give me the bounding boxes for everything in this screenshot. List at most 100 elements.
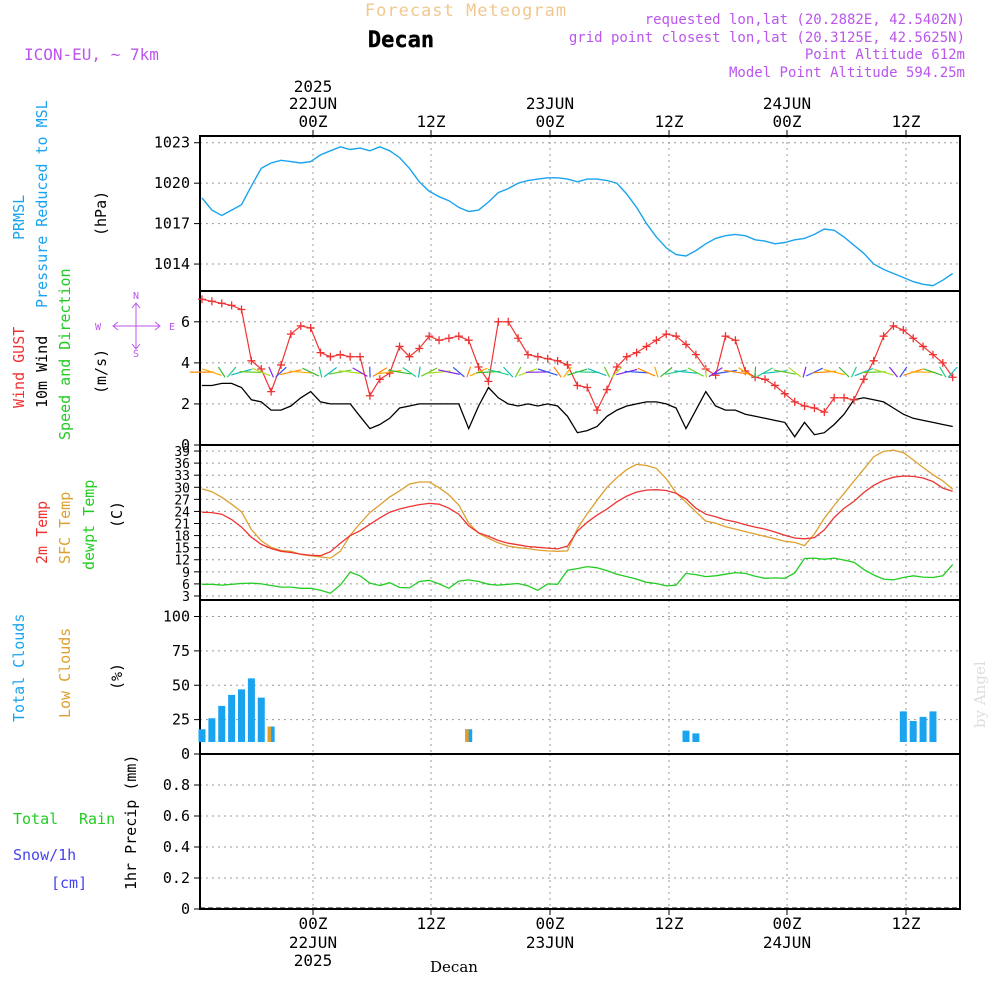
temp-tick-label: 3 <box>182 590 190 605</box>
wind-arrow <box>704 366 707 378</box>
wind-arrow <box>757 367 773 377</box>
precip-frame <box>199 753 961 910</box>
gust-point <box>573 381 582 390</box>
wind-arrow <box>417 366 421 378</box>
gust-point <box>444 334 453 343</box>
temp-tick-label: 12 <box>174 554 190 569</box>
gust-point <box>682 340 691 349</box>
wind-arrow <box>352 367 368 377</box>
gust-point <box>731 336 740 345</box>
plot-layer: 1014101710201023024636912151821242730333… <box>154 130 961 918</box>
location-title: Decan <box>368 28 434 53</box>
wind-arrow <box>437 369 460 375</box>
wind-arrow <box>773 369 796 375</box>
wind-arrow <box>587 368 607 377</box>
gust-point <box>375 375 384 384</box>
wind-10m-line <box>202 382 953 438</box>
wind-arrow <box>372 367 388 377</box>
gust-point <box>533 352 542 361</box>
wind-arrow <box>402 367 417 378</box>
bottom-label-00z-3: 00Z <box>773 914 802 933</box>
snow-unit-label: [cm] <box>51 874 87 892</box>
requested-coords: requested lon,lat (20.2882E, 42.5402N) <box>645 12 965 28</box>
temp-unit: (C) <box>108 501 126 528</box>
gust-point <box>365 391 374 400</box>
gust-point <box>928 350 937 359</box>
clouds-tick-label: 100 <box>163 608 190 626</box>
snow-label: Snow/1h <box>13 846 76 864</box>
wind-arrow <box>823 368 845 376</box>
total-cloud-bar <box>692 733 700 742</box>
chart-title: Forecast Meteogram <box>365 1 567 21</box>
wind-arrow <box>288 370 313 374</box>
gust-point <box>662 330 671 339</box>
wind-arrow <box>329 369 352 375</box>
gust-point <box>336 350 345 359</box>
wind-arrow <box>302 367 320 377</box>
total-cloud-bar <box>198 729 206 742</box>
precip-tick-label: 0.6 <box>163 807 190 825</box>
precip-tick-label: 0.4 <box>163 838 190 856</box>
gust-point <box>830 393 839 402</box>
bottom-label-00z-1: 00Z <box>299 914 328 933</box>
dewpt-line <box>202 557 954 594</box>
wind-arrow <box>226 366 237 378</box>
wind-arrow <box>239 371 264 374</box>
pressure-tick-label: 1020 <box>154 174 190 192</box>
wind-arrow <box>275 366 287 378</box>
gust-point <box>672 332 681 341</box>
bottom-label-12z-2: 12Z <box>655 914 684 933</box>
wind-arrow <box>687 367 704 377</box>
wind-arrow <box>939 366 947 378</box>
gust-point <box>267 387 276 396</box>
gust-point <box>405 352 414 361</box>
gust-point <box>286 330 295 339</box>
pressure-line <box>201 146 954 287</box>
wind-arrow <box>738 367 753 378</box>
precip-tick-label: 0.8 <box>163 776 190 794</box>
temp-tick-label: 15 <box>174 542 190 557</box>
gust-point <box>316 348 325 357</box>
bottom-label-23jun: 23JUN <box>526 933 574 952</box>
low-cloud-bar <box>267 726 272 742</box>
total-cloud-bar <box>247 678 255 742</box>
gust-point <box>879 332 888 341</box>
gust-point <box>207 297 216 306</box>
gust-point <box>306 323 315 332</box>
gust-point <box>948 373 957 382</box>
wind-arrow <box>637 367 656 377</box>
wind-arrow <box>805 367 824 377</box>
wind-unit: (m/s) <box>92 349 110 394</box>
pressure-label-1: PRMSL <box>10 195 28 240</box>
gust-point <box>691 350 700 359</box>
wind-arrow <box>514 366 522 378</box>
gust-point <box>820 408 829 417</box>
temp-frame <box>199 444 961 601</box>
gust-point <box>889 321 898 330</box>
gust-point <box>790 397 799 406</box>
top-label-12z-3: 12Z <box>892 112 921 131</box>
top-label-24jun: 24JUN <box>763 94 811 113</box>
total-clouds-label: Total Clouds <box>10 614 28 722</box>
wind-arrow <box>378 369 402 375</box>
temp-tick-label: 30 <box>174 481 190 496</box>
wind-arrow <box>466 366 472 378</box>
wind-arrow <box>537 368 558 376</box>
wind-arrow <box>888 366 899 378</box>
gust-point <box>346 352 355 361</box>
wind-arrow <box>280 369 302 376</box>
precip-tick-label: 0 <box>181 900 190 918</box>
gust-point <box>800 401 809 410</box>
gust-point <box>198 295 206 304</box>
compass-arrows <box>112 302 161 350</box>
temp-tick-label: 39 <box>174 445 190 460</box>
compass-s: S <box>133 349 139 360</box>
gust-point <box>849 395 858 404</box>
wind-arrow <box>421 367 438 377</box>
temp-tick-label: 6 <box>182 578 190 593</box>
temp-sfc-label: SFC Temp <box>56 492 74 564</box>
wind-frame <box>199 290 961 446</box>
gust-point <box>326 352 335 361</box>
gust-point <box>523 350 532 359</box>
